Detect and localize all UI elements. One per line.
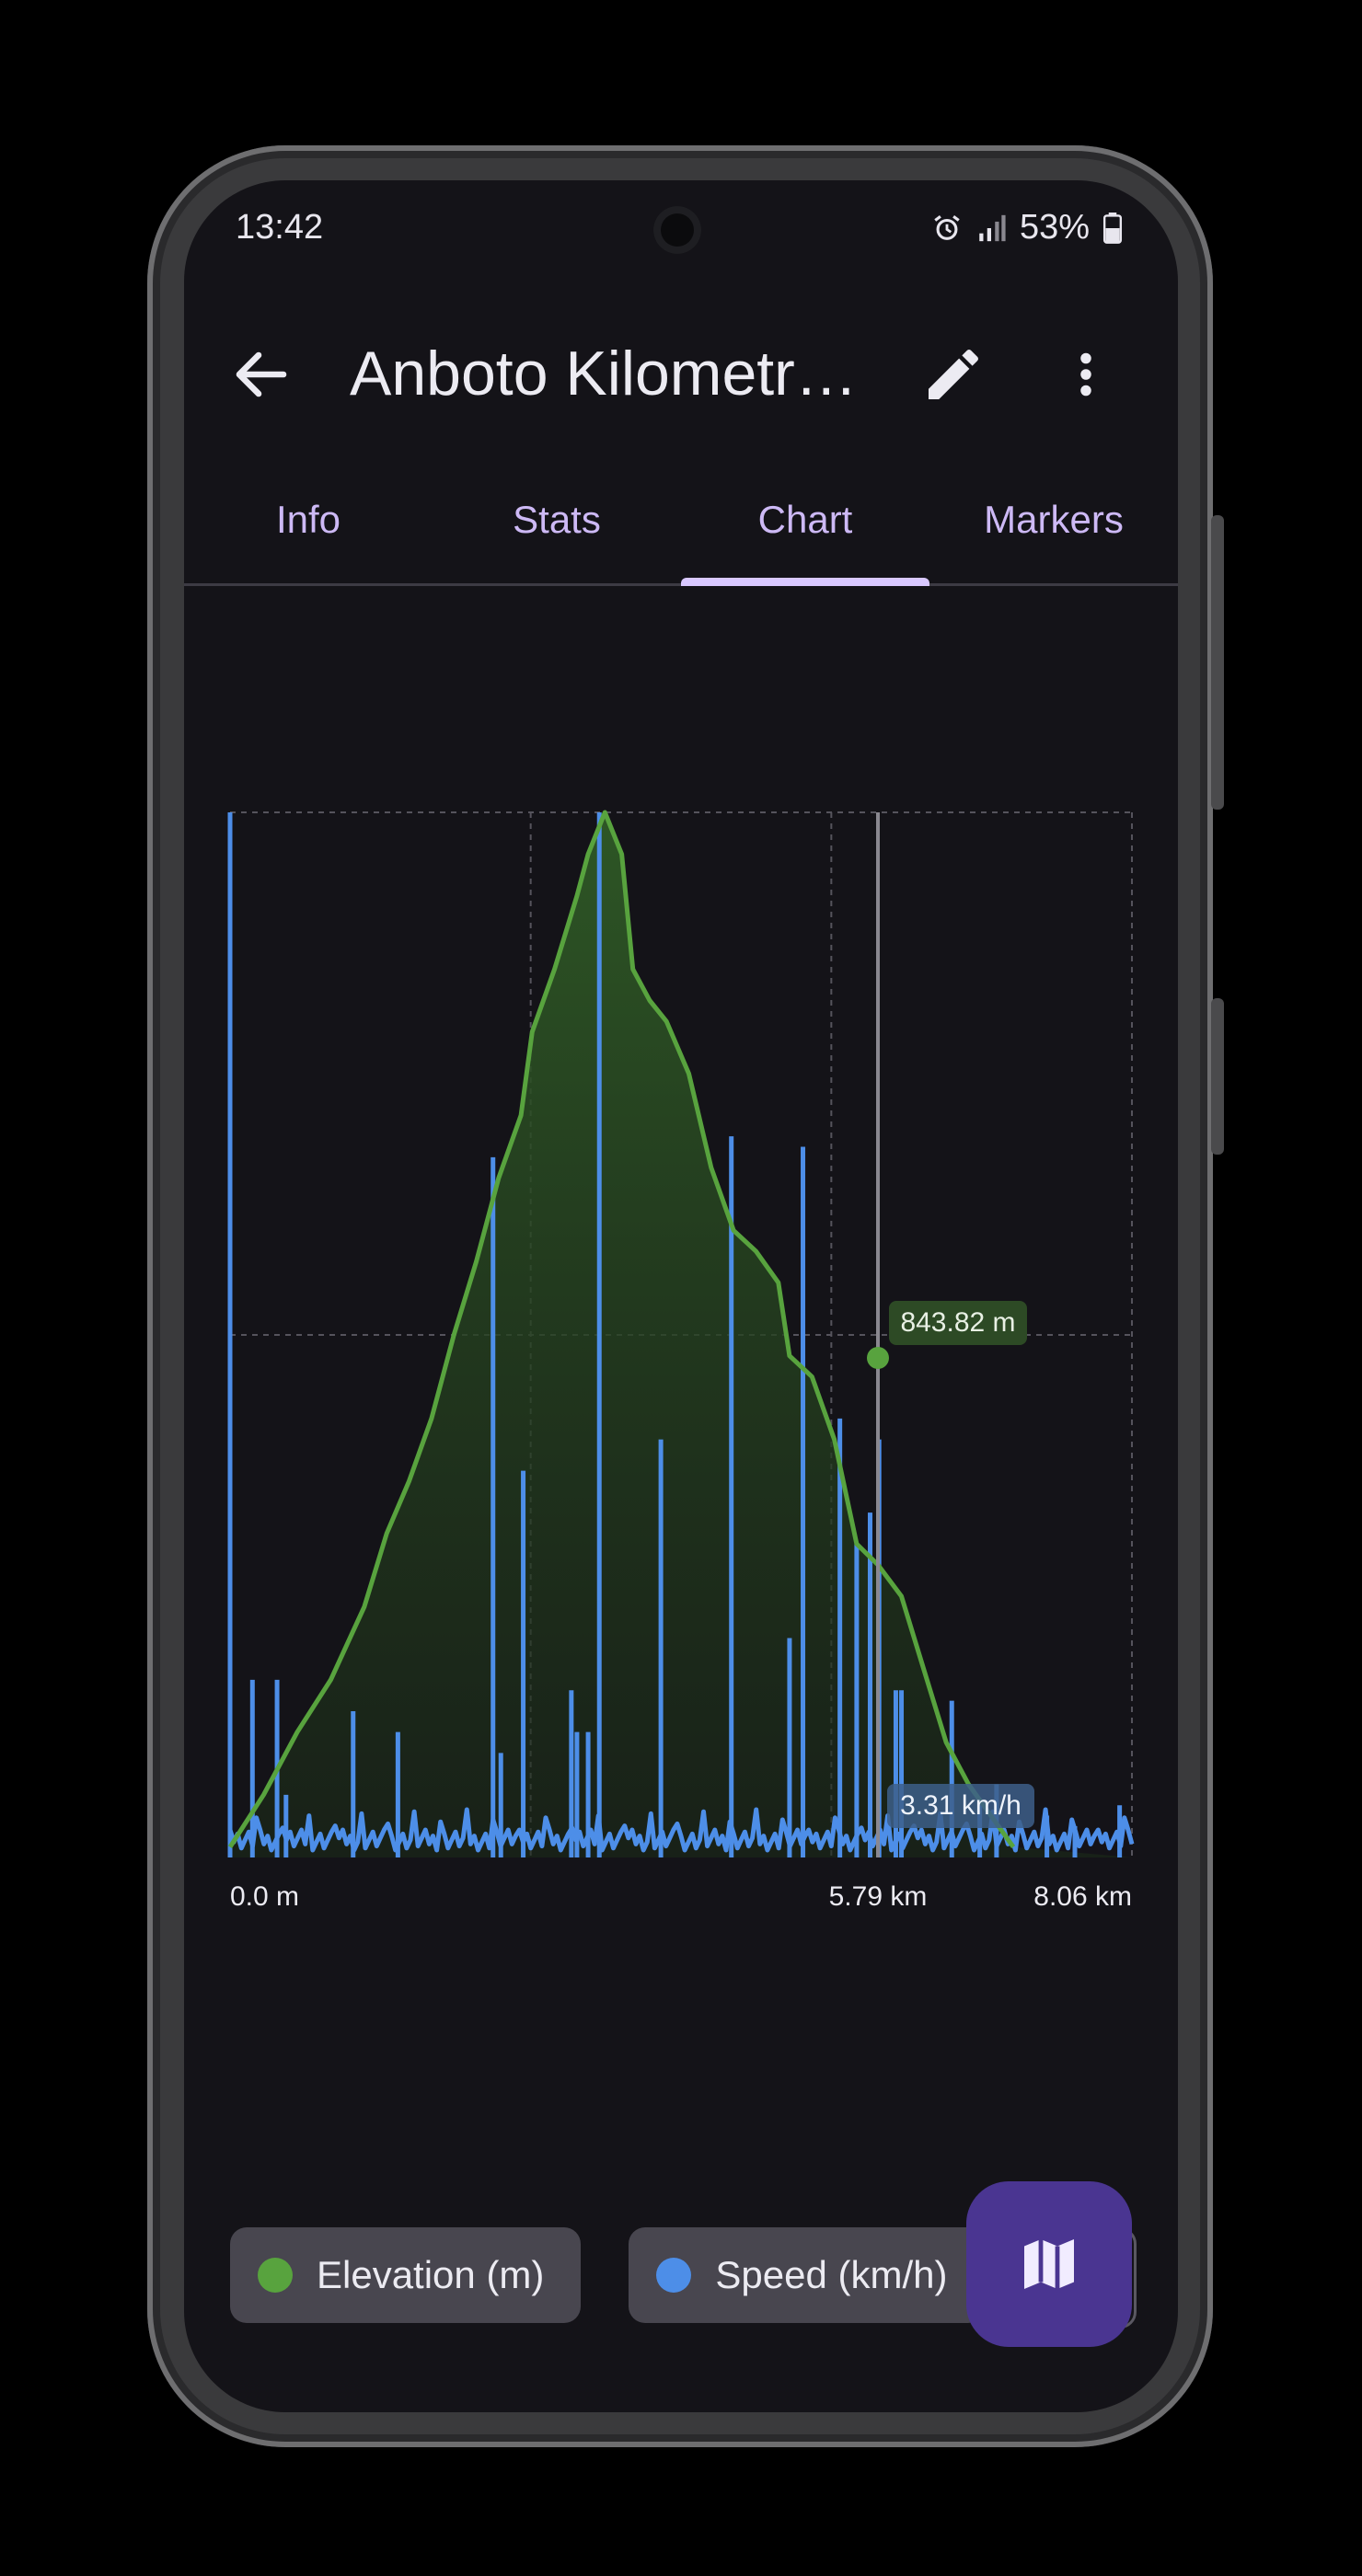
pencil-icon[interactable] bbox=[920, 341, 987, 408]
elevation-tooltip: 843.82 m bbox=[900, 1307, 1015, 1338]
alarm-icon bbox=[934, 214, 960, 240]
legend-chips: Elevation (m) Speed (km/h) ace bbox=[230, 2227, 1137, 2329]
battery-percent: 53% bbox=[1019, 208, 1090, 247]
tab-indicator bbox=[681, 578, 929, 586]
elevation-speed-chart[interactable]: 843.82 m 3.31 km/h 0.0 m 5.79 km 8.06 km bbox=[184, 613, 1178, 2177]
status-bar: 13:42 53% bbox=[184, 180, 1178, 282]
legend-speed-chip[interactable]: Speed (km/h) bbox=[629, 2227, 985, 2323]
front-camera bbox=[653, 206, 701, 254]
legend-elevation-chip[interactable]: Elevation (m) bbox=[230, 2227, 582, 2323]
speed-line bbox=[227, 1807, 1135, 1853]
tab-markers-label: Markers bbox=[984, 498, 1124, 541]
back-arrow-icon[interactable] bbox=[228, 341, 294, 408]
status-time: 13:42 bbox=[236, 208, 324, 247]
elevation-color-dot bbox=[258, 2258, 293, 2293]
tab-markers[interactable]: Markers bbox=[929, 456, 1178, 583]
tab-stats[interactable]: Stats bbox=[433, 456, 681, 583]
elevation-tooltip-bg bbox=[888, 1301, 1027, 1345]
x-tick-label: 8.06 km bbox=[1033, 1881, 1132, 1912]
tab-chart-label: Chart bbox=[757, 498, 853, 541]
chart-area[interactable]: 843.82 m 3.31 km/h 0.0 m 5.79 km 8.06 km bbox=[184, 613, 1178, 2361]
tab-info-label: Info bbox=[275, 498, 341, 541]
signal-icon bbox=[979, 214, 1006, 241]
legend-speed-label: Speed (km/h) bbox=[715, 2253, 948, 2296]
speed-color-dot bbox=[656, 2258, 692, 2293]
tab-stats-label: Stats bbox=[513, 498, 601, 541]
elevation-area bbox=[230, 812, 1132, 1857]
cursor-elevation-point bbox=[866, 1347, 889, 1369]
map-icon bbox=[1024, 2239, 1074, 2289]
speed-tooltip: 3.31 km/h bbox=[900, 1790, 1022, 1821]
app-bar: Anboto Kilometr… bbox=[184, 314, 1178, 433]
phone-screen: 13:42 53% Anboto Ki bbox=[184, 180, 1178, 2412]
tab-info[interactable]: Info bbox=[184, 456, 433, 583]
x-tick-label: 5.79 km bbox=[829, 1881, 928, 1912]
speed-tooltip-bg bbox=[886, 1784, 1034, 1828]
tab-bar: Info Stats Chart Markers bbox=[184, 456, 1178, 586]
x-tick-label: 0.0 m bbox=[230, 1881, 299, 1912]
legend-elevation-label: Elevation (m) bbox=[317, 2253, 545, 2296]
map-button[interactable] bbox=[966, 2181, 1132, 2347]
power-button bbox=[1211, 998, 1224, 1155]
tab-chart[interactable]: Chart bbox=[681, 456, 929, 586]
more-vert-icon[interactable] bbox=[1058, 341, 1114, 408]
track-title: Anboto Kilometr… bbox=[350, 339, 858, 408]
status-icons: 53% bbox=[931, 208, 1123, 247]
battery-icon bbox=[1102, 212, 1123, 244]
volume-button bbox=[1211, 515, 1224, 810]
